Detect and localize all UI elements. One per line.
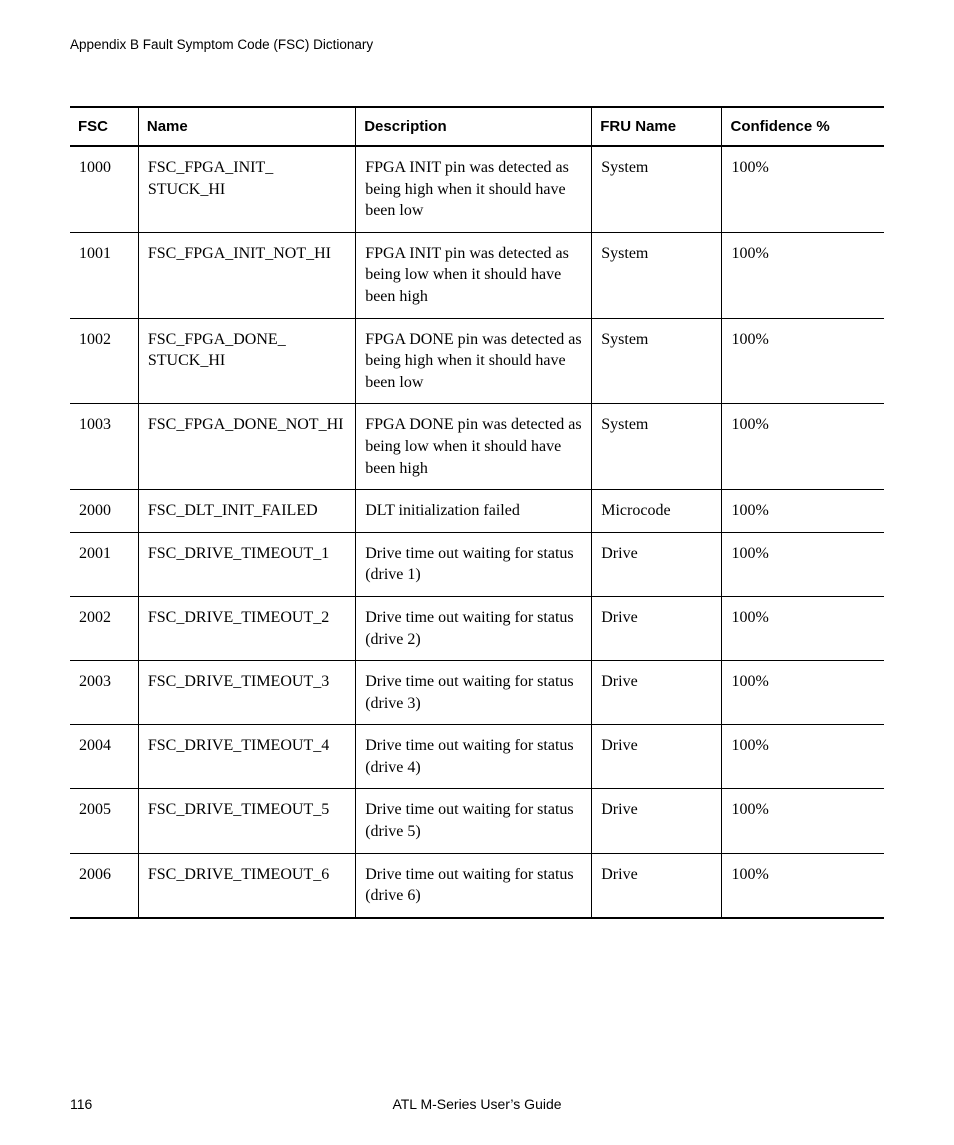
cell-desc: FPGA INIT pin was detected as being high… bbox=[356, 146, 592, 232]
cell-fru: Drive bbox=[592, 532, 722, 596]
cell-fsc: 2006 bbox=[70, 853, 138, 918]
cell-desc: Drive time out waiting for status (drive… bbox=[356, 532, 592, 596]
table-row: 2005FSC_DRIVE_TIMEOUT_5Drive time out wa… bbox=[70, 789, 884, 853]
cell-desc: Drive time out waiting for status (drive… bbox=[356, 661, 592, 725]
cell-fru: System bbox=[592, 318, 722, 404]
cell-fru: Drive bbox=[592, 853, 722, 918]
table-row: 1003FSC_FPGA_DONE_NOT_​HIFPGA DONE pin w… bbox=[70, 404, 884, 490]
cell-desc: DLT initialization failed bbox=[356, 490, 592, 533]
table-row: 1002FSC_FPGA_DONE_​STUCK_HIFPGA DONE pin… bbox=[70, 318, 884, 404]
cell-fsc: 2004 bbox=[70, 725, 138, 789]
cell-conf: 100% bbox=[722, 532, 884, 596]
cell-name: FSC_FPGA_DONE_​STUCK_HI bbox=[138, 318, 355, 404]
col-header-conf: Confidence % bbox=[722, 107, 884, 146]
cell-desc: FPGA DONE pin was detected as being low … bbox=[356, 404, 592, 490]
table-row: 2006FSC_DRIVE_TIMEOUT_6Drive time out wa… bbox=[70, 853, 884, 918]
cell-conf: 100% bbox=[722, 318, 884, 404]
running-head: Appendix B Fault Symptom Code (FSC) Dict… bbox=[70, 37, 884, 52]
cell-name: FSC_FPGA_INIT_​STUCK_HI bbox=[138, 146, 355, 232]
table-row: 1000FSC_FPGA_INIT_​STUCK_HIFPGA INIT pin… bbox=[70, 146, 884, 232]
cell-name: FSC_FPGA_DONE_NOT_​HI bbox=[138, 404, 355, 490]
table-row: 2000FSC_DLT_INIT_FAILEDDLT initializatio… bbox=[70, 490, 884, 533]
table-row: 2003FSC_DRIVE_TIMEOUT_3Drive time out wa… bbox=[70, 661, 884, 725]
cell-fru: Drive bbox=[592, 725, 722, 789]
cell-name: FSC_DRIVE_TIMEOUT_6 bbox=[138, 853, 355, 918]
fsc-table-head: FSCNameDescriptionFRU NameConfidence % bbox=[70, 107, 884, 146]
cell-name: FSC_DRIVE_TIMEOUT_4 bbox=[138, 725, 355, 789]
cell-desc: Drive time out waiting for status (drive… bbox=[356, 725, 592, 789]
cell-fsc: 2001 bbox=[70, 532, 138, 596]
page-number: 116 bbox=[70, 1096, 92, 1112]
cell-fsc: 1003 bbox=[70, 404, 138, 490]
cell-name: FSC_DRIVE_TIMEOUT_5 bbox=[138, 789, 355, 853]
cell-name: FSC_FPGA_INIT_NOT_​HI bbox=[138, 232, 355, 318]
cell-conf: 100% bbox=[722, 596, 884, 660]
cell-desc: Drive time out waiting for status (drive… bbox=[356, 789, 592, 853]
cell-name: FSC_DLT_INIT_FAILED bbox=[138, 490, 355, 533]
cell-conf: 100% bbox=[722, 146, 884, 232]
cell-fsc: 1002 bbox=[70, 318, 138, 404]
col-header-fru: FRU Name bbox=[592, 107, 722, 146]
page: Appendix B Fault Symptom Code (FSC) Dict… bbox=[0, 0, 954, 1145]
cell-conf: 100% bbox=[722, 232, 884, 318]
cell-fru: Drive bbox=[592, 661, 722, 725]
cell-desc: FPGA DONE pin was detected as being high… bbox=[356, 318, 592, 404]
cell-fru: Drive bbox=[592, 596, 722, 660]
table-row: 2001FSC_DRIVE_TIMEOUT_1Drive time out wa… bbox=[70, 532, 884, 596]
cell-conf: 100% bbox=[722, 404, 884, 490]
table-row: 2002FSC_DRIVE_TIMEOUT_2Drive time out wa… bbox=[70, 596, 884, 660]
cell-name: FSC_DRIVE_TIMEOUT_2 bbox=[138, 596, 355, 660]
cell-conf: 100% bbox=[722, 661, 884, 725]
cell-fsc: 2005 bbox=[70, 789, 138, 853]
cell-conf: 100% bbox=[722, 853, 884, 918]
col-header-fsc: FSC bbox=[70, 107, 138, 146]
table-row: 1001FSC_FPGA_INIT_NOT_​HIFPGA INIT pin w… bbox=[70, 232, 884, 318]
cell-fsc: 2000 bbox=[70, 490, 138, 533]
cell-desc: Drive time out waiting for status (drive… bbox=[356, 853, 592, 918]
fsc-table: FSCNameDescriptionFRU NameConfidence % 1… bbox=[70, 106, 884, 919]
cell-fsc: 1001 bbox=[70, 232, 138, 318]
cell-conf: 100% bbox=[722, 490, 884, 533]
page-footer: 116 ATL M-Series User’s Guide bbox=[70, 1096, 884, 1112]
table-row: 2004FSC_DRIVE_TIMEOUT_4Drive time out wa… bbox=[70, 725, 884, 789]
cell-conf: 100% bbox=[722, 725, 884, 789]
col-header-name: Name bbox=[138, 107, 355, 146]
cell-fru: System bbox=[592, 146, 722, 232]
cell-fru: System bbox=[592, 232, 722, 318]
footer-title: ATL M-Series User’s Guide bbox=[70, 1096, 884, 1112]
cell-name: FSC_DRIVE_TIMEOUT_3 bbox=[138, 661, 355, 725]
cell-desc: Drive time out waiting for status (drive… bbox=[356, 596, 592, 660]
cell-fsc: 2002 bbox=[70, 596, 138, 660]
col-header-desc: Description bbox=[356, 107, 592, 146]
fsc-table-body: 1000FSC_FPGA_INIT_​STUCK_HIFPGA INIT pin… bbox=[70, 146, 884, 918]
cell-desc: FPGA INIT pin was detected as being low … bbox=[356, 232, 592, 318]
cell-conf: 100% bbox=[722, 789, 884, 853]
cell-fsc: 1000 bbox=[70, 146, 138, 232]
cell-fru: Microcode bbox=[592, 490, 722, 533]
cell-name: FSC_DRIVE_TIMEOUT_1 bbox=[138, 532, 355, 596]
cell-fru: Drive bbox=[592, 789, 722, 853]
cell-fsc: 2003 bbox=[70, 661, 138, 725]
cell-fru: System bbox=[592, 404, 722, 490]
fsc-table-header-row: FSCNameDescriptionFRU NameConfidence % bbox=[70, 107, 884, 146]
